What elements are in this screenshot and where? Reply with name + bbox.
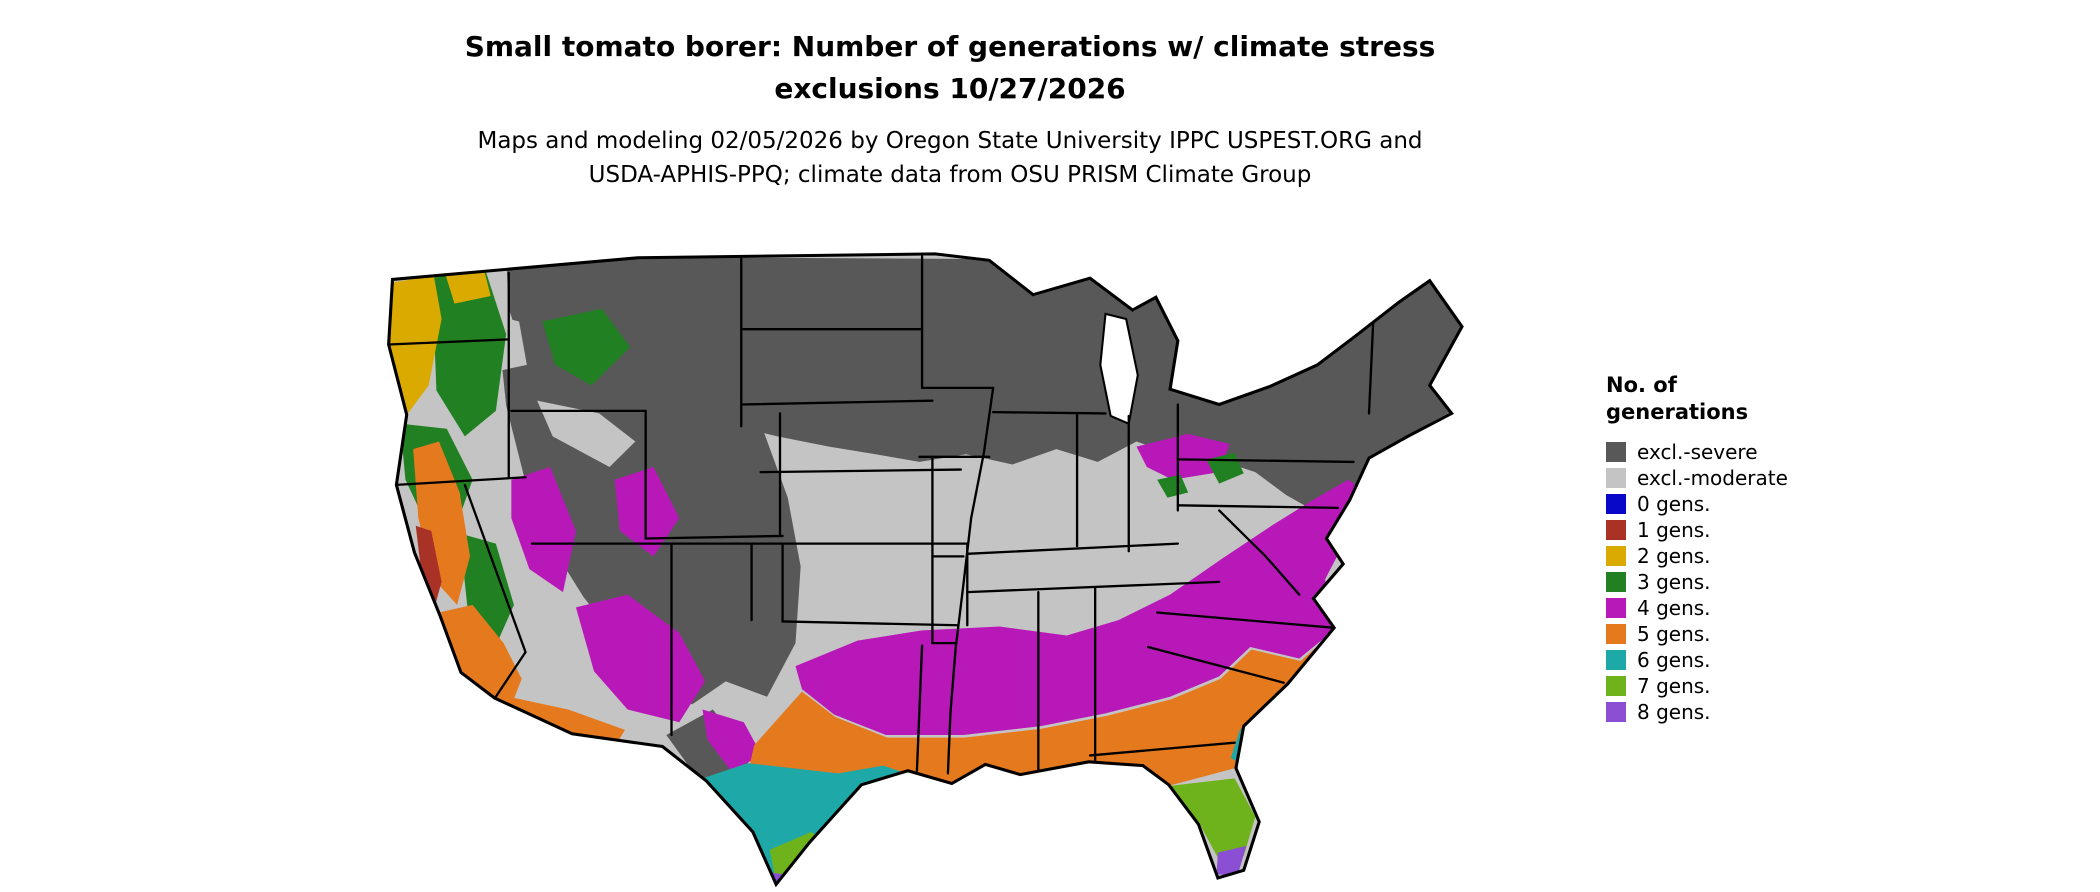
map-subtitle-line2: USDA-APHIS-PPQ; climate data from OSU PR… (588, 162, 1312, 188)
legend-item-0-gens: 0 gens. (1606, 491, 1788, 517)
legend-title: No. of generations (1606, 372, 1788, 426)
region-3gens-cascades (428, 270, 507, 437)
legend-title-line1: No. of (1606, 373, 1677, 397)
region-4gens-west-texas (702, 709, 762, 771)
region-8gens-south-florida (1216, 846, 1247, 877)
legend-swatch-5-gens (1606, 624, 1626, 644)
legend-label-6-gens: 6 gens. (1637, 648, 1711, 672)
legend-title-line2: generations (1606, 400, 1749, 424)
legend-item-excl-severe: excl.-severe (1606, 439, 1788, 465)
legend-item-7-gens: 7 gens. (1606, 673, 1788, 699)
legend-swatch-excl-moderate (1606, 468, 1626, 488)
legend-item-5-gens: 5 gens. (1606, 621, 1788, 647)
legend-swatch-3-gens (1606, 572, 1626, 592)
map-title: Small tomato borer: Number of generation… (0, 26, 1900, 110)
legend-label-excl-moderate: excl.-moderate (1637, 466, 1788, 490)
legend-item-4-gens: 4 gens. (1606, 595, 1788, 621)
legend-swatch-4-gens (1606, 598, 1626, 618)
region-1gens-central-ca-coast (415, 525, 442, 610)
legend-label-3-gens: 3 gens. (1637, 570, 1711, 594)
map-subtitle: Maps and modeling 02/05/2026 by Oregon S… (0, 124, 1900, 192)
legend-label-4-gens: 4 gens. (1637, 596, 1711, 620)
state-borders (388, 255, 1376, 775)
map-title-line2: exclusions 10/27/2026 (774, 72, 1126, 105)
us-outline (387, 252, 1464, 888)
legend-label-2-gens: 2 gens. (1637, 544, 1711, 568)
legend-label-0-gens: 0 gens. (1637, 492, 1711, 516)
legend-item-2-gens: 2 gens. (1606, 543, 1788, 569)
legend-item-3-gens: 3 gens. (1606, 569, 1788, 595)
region-5gens-south-band (741, 630, 1336, 803)
legend-swatch-7-gens (1606, 676, 1626, 696)
legend-item-6-gens: 6 gens. (1606, 647, 1788, 673)
legend-item-excl-moderate: excl.-moderate (1606, 465, 1788, 491)
region-4gens-utah-colorado (614, 467, 680, 557)
region-7gens-central-florida (1167, 778, 1256, 861)
legend-swatch-8-gens (1606, 702, 1626, 722)
legend-item-8-gens: 8 gens. (1606, 699, 1788, 725)
region-4gens-lake-erie-blob (1136, 433, 1230, 480)
region-3gens-north-idaho (542, 308, 631, 386)
legend-swatch-6-gens (1606, 650, 1626, 670)
legend-swatch-1-gens (1606, 520, 1626, 540)
us-generations-map (315, 222, 1555, 892)
map-title-line1: Small tomato borer: Number of generation… (464, 30, 1436, 63)
region-3gens-east-speck-b (1157, 474, 1189, 498)
region-4gens-arizona-newmexico (575, 594, 706, 723)
us-map-svg (387, 252, 1464, 888)
legend-label-7-gens: 7 gens. (1637, 674, 1711, 698)
legend: No. of generations excl.-severe excl.-mo… (1606, 372, 1788, 725)
legend-swatch-excl-severe (1606, 442, 1626, 462)
map-subtitle-line1: Maps and modeling 02/05/2026 by Oregon S… (477, 128, 1423, 154)
region-3gens-sierra (459, 533, 514, 646)
legend-label-5-gens: 5 gens. (1637, 622, 1711, 646)
legend-label-8-gens: 8 gens. (1637, 700, 1711, 724)
region-excl-moderate-snake-plain (537, 400, 636, 468)
legend-items: excl.-severe excl.-moderate 0 gens. 1 ge… (1606, 439, 1788, 725)
legend-swatch-0-gens (1606, 494, 1626, 514)
legend-swatch-2-gens (1606, 546, 1626, 566)
region-4gens-main-band (795, 479, 1369, 736)
region-5gens-socal (439, 604, 522, 713)
legend-label-excl-severe: excl.-severe (1637, 440, 1758, 464)
legend-item-1-gens: 1 gens. (1606, 517, 1788, 543)
legend-label-1-gens: 1 gens. (1637, 518, 1711, 542)
region-4gens-nevada (511, 467, 576, 593)
